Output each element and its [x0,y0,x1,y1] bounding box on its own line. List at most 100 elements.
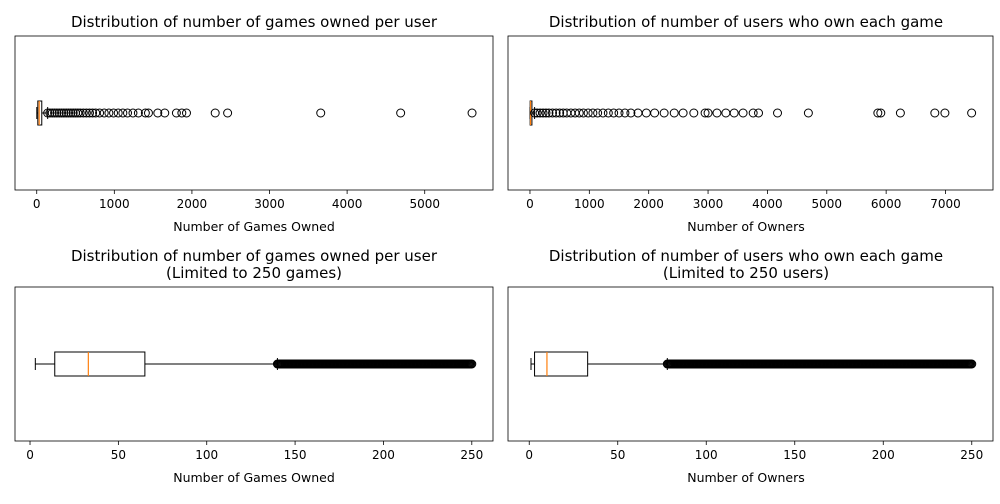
x-tick-label: 4000 [332,197,363,211]
x-tick-label: 0 [526,197,534,211]
outlier-point [113,108,123,118]
x-axis-label: Number of Owners [687,470,805,485]
outlier-point [181,108,191,118]
x-tick-label: 4000 [752,197,783,211]
outlier-point [91,108,101,118]
outlier-point [729,108,739,118]
outlier-point [64,108,74,118]
outlier-point [95,108,105,118]
outlier-point [68,108,78,118]
outlier-point [895,108,905,118]
box-iqr [54,351,146,377]
x-tick-label: 3000 [254,197,285,211]
x-tick-label: 3000 [693,197,724,211]
outlier-point [75,108,85,118]
x-tick-label: 150 [284,448,307,462]
outlier-point [574,108,584,118]
box-iqr [534,351,589,377]
panel-games-owned-limited: Distribution of number of games owned pe… [14,247,494,485]
outlier-point [876,108,886,118]
outlier-point [532,108,542,118]
panel-users-per-game-limited: Distribution of number of users who own … [507,247,994,485]
x-tick-label: 2000 [633,197,664,211]
outlier-point [609,108,619,118]
outlier-point [712,108,722,118]
outlier-point [967,108,977,118]
outlier-point [153,108,163,118]
x-tick-label: 250 [460,448,483,462]
outlier-point [721,108,731,118]
outlier-point [544,108,554,118]
outlier-point [118,108,128,118]
outlier-point [603,108,613,118]
outlier-point [54,108,64,118]
outlier-point [177,108,187,118]
x-tick-label: 0 [26,448,34,462]
outlier-point [81,108,91,118]
outlier-point [57,108,67,118]
outlier-point [967,359,977,369]
x-tick-label: 6000 [871,197,902,211]
outlier-point [123,108,133,118]
x-tick-label: 200 [372,448,395,462]
x-tick-label: 200 [872,448,895,462]
outlier-point [396,108,406,118]
outlier-point [541,108,551,118]
outlier-point [940,108,950,118]
outlier-point [535,108,545,118]
outlier-point [659,108,669,118]
outlier-point [588,108,598,118]
chart-subtitle: (Limited to 250 games) [166,264,342,282]
outlier-point [548,108,558,118]
x-tick-label: 50 [111,448,126,462]
outlier-point [467,108,477,118]
outlier-point [47,108,57,118]
axes-frame [14,286,494,442]
x-tick-label: 0 [33,197,41,211]
outlier-point [43,108,53,118]
outlier-point [593,108,603,118]
outlier-point [555,108,565,118]
outlier-point [650,108,660,118]
x-tick-label: 1000 [574,197,605,211]
outlier-point [160,108,170,118]
outlier-point [128,108,138,118]
x-axis-label: Number of Games Owned [173,219,335,234]
outlier-point [61,108,71,118]
chart-title: Distribution of number of users who own … [549,247,943,265]
x-tick-label: 0 [525,448,533,462]
outlier-point [930,108,940,118]
outlier-point [551,108,561,118]
outlier-point [223,108,233,118]
outlier-point [773,108,783,118]
outlier-point [140,108,150,118]
outlier-point [133,108,143,118]
outlier-point [669,108,679,118]
outlier-point [578,108,588,118]
outlier-point [614,108,624,118]
outlier-point [538,108,548,118]
outlier-point [50,108,60,118]
outlier-point [748,108,758,118]
panel-games-owned-per-user: Distribution of number of games owned pe… [14,13,494,234]
axes-frame [507,286,994,442]
outlier-point [59,108,69,118]
x-tick-label: 5000 [409,197,440,211]
chart-title: Distribution of number of games owned pe… [71,247,438,265]
outlier-point [210,108,220,118]
outlier-point [641,108,651,118]
outlier-point [66,108,76,118]
x-tick-label: 50 [610,448,625,462]
x-tick-label: 2000 [177,197,208,211]
x-tick-label: 100 [195,448,218,462]
outlier-point [626,108,636,118]
x-axis-label: Number of Games Owned [173,470,335,485]
outlier-point [78,108,88,118]
outlier-point [678,108,688,118]
panel-users-per-game: Distribution of number of users who own … [507,13,994,234]
outlier-point [689,108,699,118]
outlier-point [803,108,813,118]
outlier-point [738,108,748,118]
chart-title: Distribution of number of users who own … [549,13,943,31]
